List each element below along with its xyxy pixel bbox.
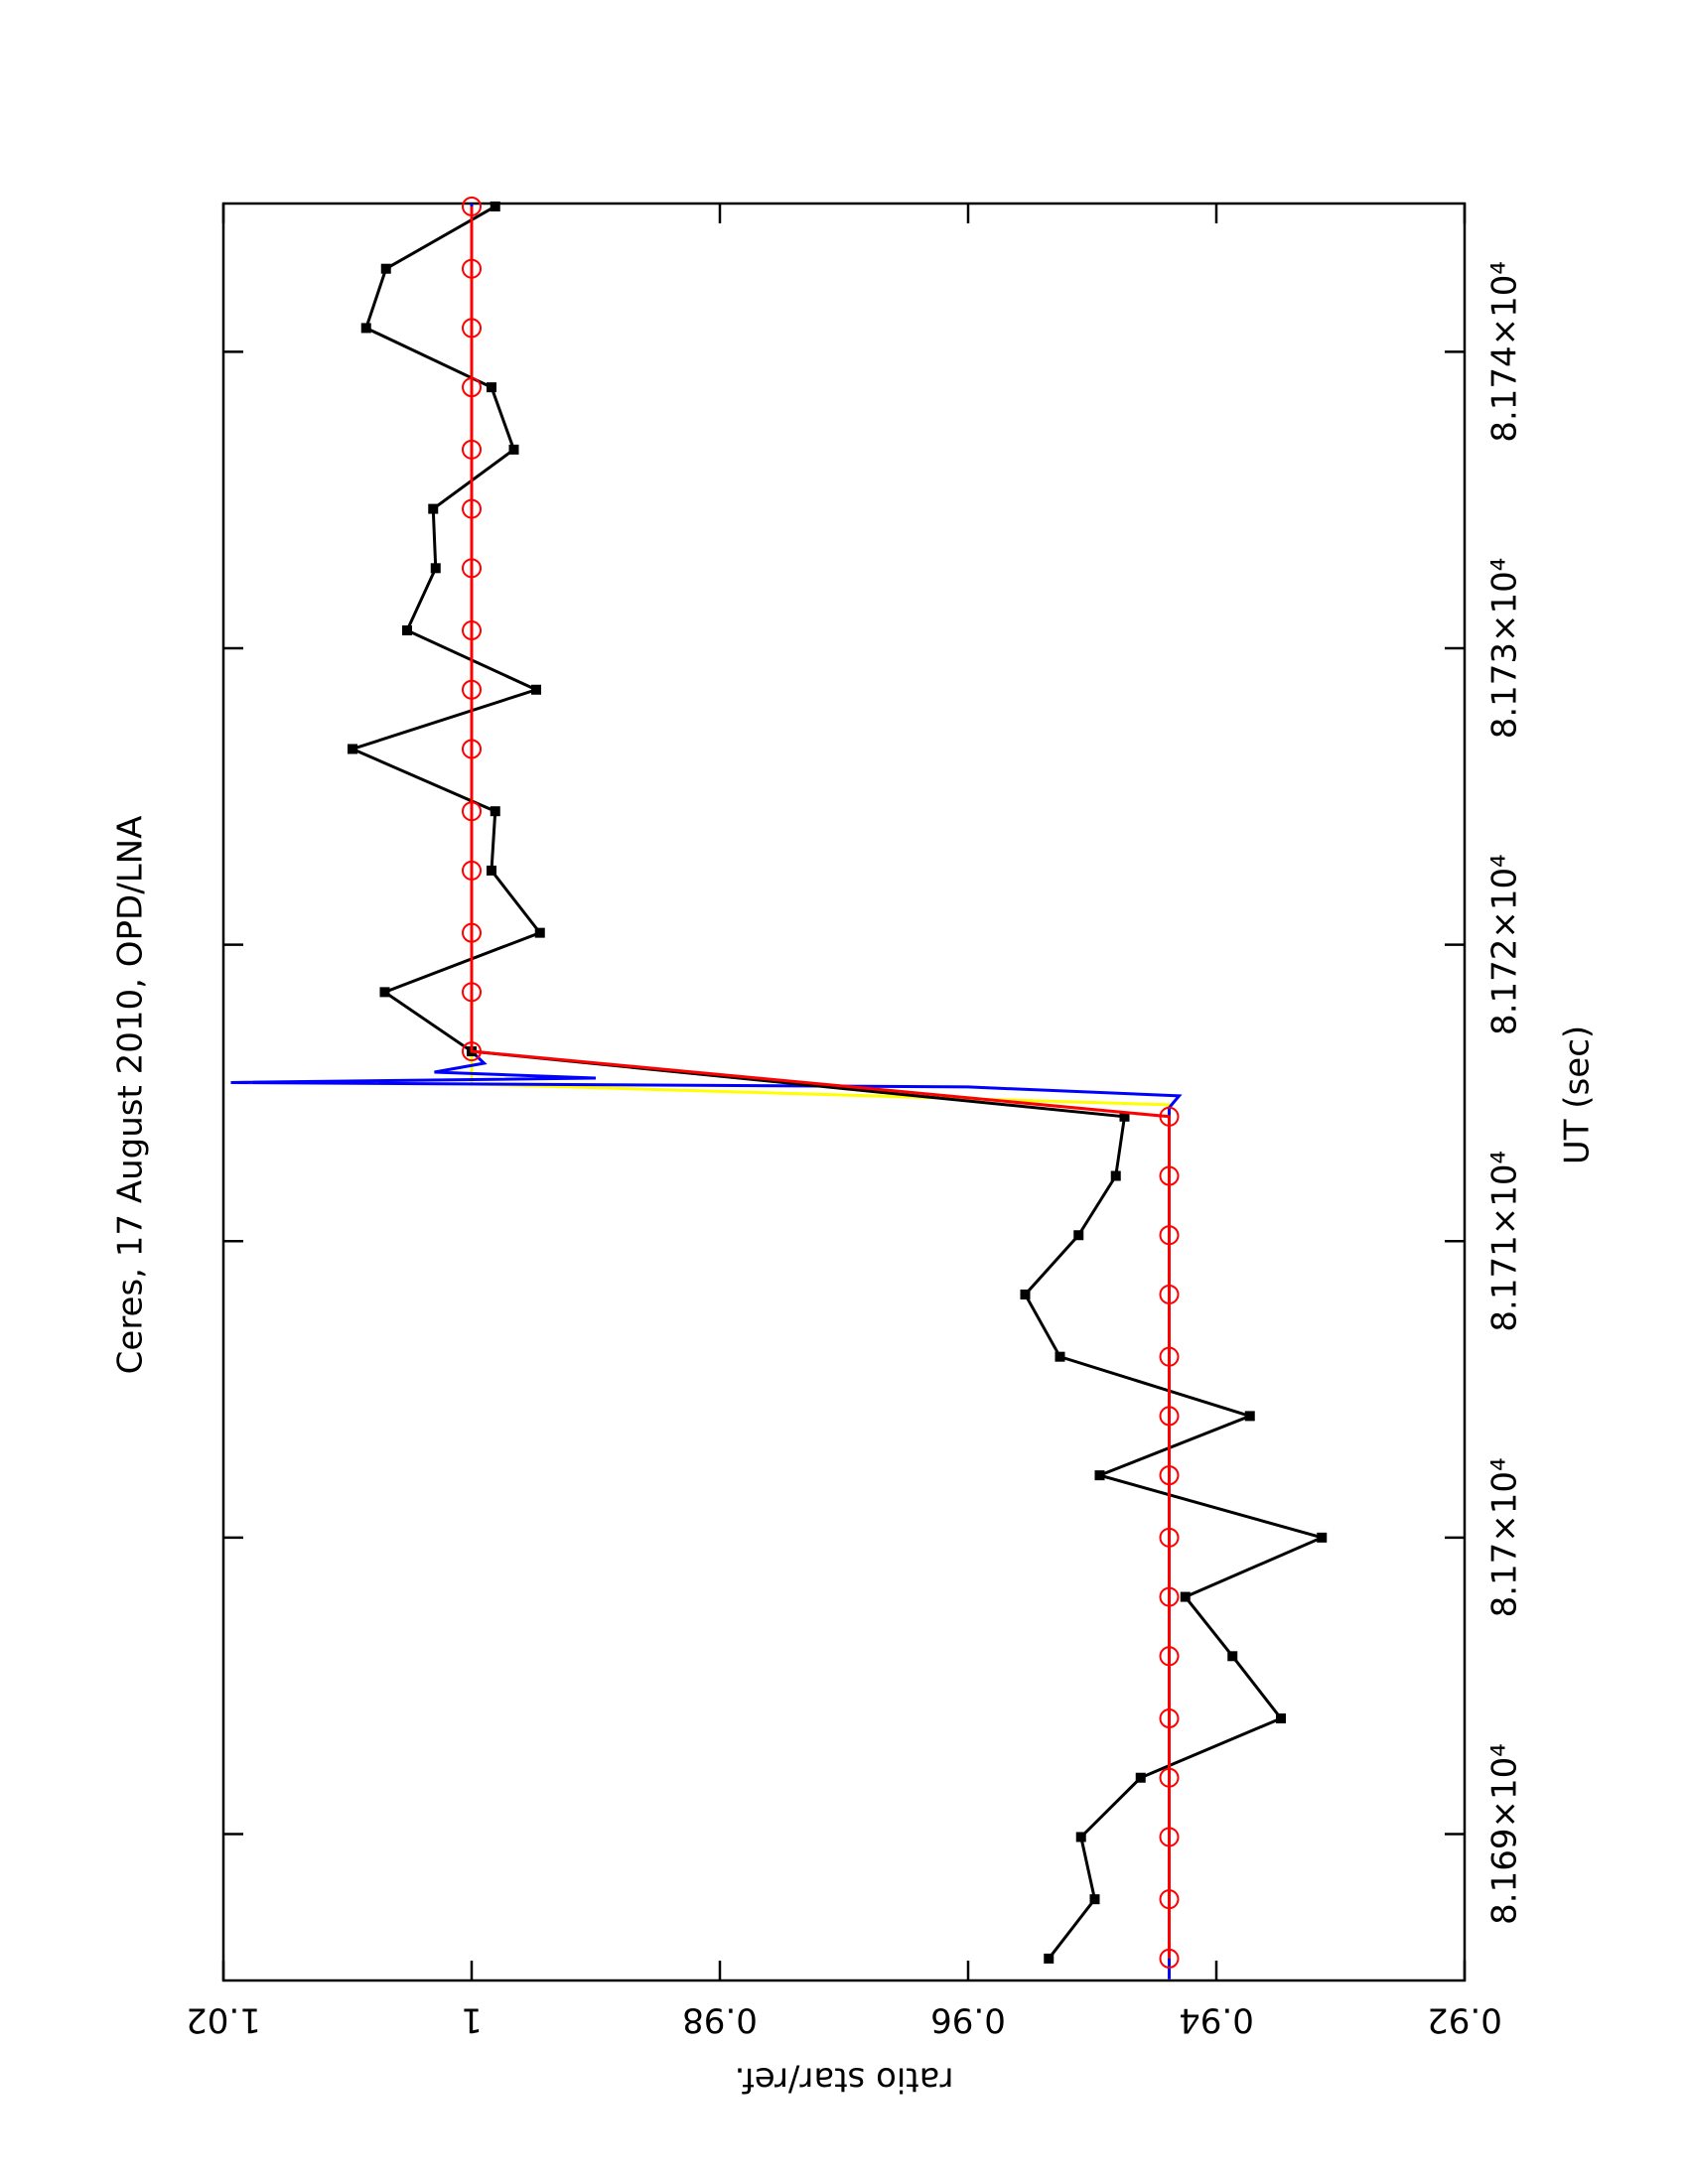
data-point (1159, 1225, 1180, 1246)
data-point (430, 563, 441, 574)
y-tick-label: 1 (461, 2000, 483, 2040)
data-point (462, 377, 482, 398)
data-point (380, 263, 391, 274)
data-point (508, 444, 519, 455)
data-point (462, 318, 482, 339)
plot-frame (221, 202, 1467, 1982)
data-point (1317, 1532, 1328, 1543)
data-point (1159, 1708, 1180, 1729)
data-point (1075, 1832, 1086, 1843)
data-point (490, 806, 500, 817)
data-point (487, 865, 496, 876)
x-tick-label: 8.171×10⁴ (1485, 1151, 1525, 1332)
data-point (1180, 1591, 1191, 1602)
data-point (462, 739, 482, 759)
data-point (1244, 1411, 1255, 1422)
series-line (348, 205, 1327, 1960)
data-point (379, 987, 390, 998)
series-line (470, 205, 1171, 1959)
data-point (462, 498, 482, 519)
data-point (1020, 1289, 1031, 1299)
data-point (1159, 1106, 1180, 1127)
data-point (462, 258, 482, 279)
y-tick-label: 0.94 (1179, 2000, 1254, 2040)
data-point (1110, 1170, 1121, 1181)
data-point (462, 801, 482, 822)
data-point (462, 922, 482, 943)
y-tick-label: 0.96 (930, 2000, 1006, 2040)
x-tick-label: 8.174×10⁴ (1485, 261, 1525, 443)
data-point (1055, 1351, 1065, 1362)
data-point (1073, 1230, 1084, 1241)
data-point (490, 201, 500, 211)
data-point (402, 625, 412, 636)
data-point (1094, 1470, 1105, 1481)
y-tick-label: 0.98 (682, 2000, 758, 2040)
data-point (462, 196, 482, 216)
data-point (1159, 1586, 1180, 1607)
data-point (1089, 1894, 1100, 1905)
data-point (462, 679, 482, 700)
data-point (1159, 1646, 1180, 1667)
data-point (1135, 1772, 1146, 1783)
x-tick-label: 8.17×10⁴ (1485, 1457, 1525, 1617)
data-point (1159, 1889, 1180, 1910)
data-point (1159, 1948, 1180, 1969)
data-point (348, 744, 357, 754)
data-point (462, 439, 482, 460)
data-point (1159, 1346, 1180, 1367)
data-point (1159, 1165, 1180, 1186)
x-tick-label: 8.173×10⁴ (1485, 558, 1525, 740)
y-axis-label: ratio star/ref. (735, 2060, 954, 2100)
data-point (1159, 1465, 1180, 1486)
data-point (1276, 1713, 1286, 1724)
data-point (1227, 1651, 1238, 1662)
x-tick-label: 8.169×10⁴ (1485, 1743, 1525, 1925)
data-point (462, 558, 482, 579)
data-point (428, 503, 439, 514)
data-point (462, 860, 482, 881)
data-point (1159, 1406, 1180, 1427)
y-tick-label: 0.92 (1427, 2000, 1502, 2040)
x-tick-label: 8.172×10⁴ (1485, 854, 1525, 1035)
data-point (462, 982, 482, 1003)
data-point (487, 382, 496, 393)
data-point (360, 323, 371, 334)
data-point (534, 927, 545, 938)
data-point (1159, 1527, 1180, 1548)
data-point (1159, 1284, 1180, 1304)
data-point (462, 620, 482, 641)
data-point (1119, 1111, 1130, 1122)
data-point (1159, 1827, 1180, 1847)
data-point (531, 684, 541, 695)
x-axis-label: UT (sec) (1558, 1025, 1598, 1164)
data-point (1159, 1767, 1180, 1788)
chart-title: Ceres, 17 August 2010, OPD/LNA (111, 816, 151, 1375)
data-point (462, 1041, 482, 1062)
data-point (1044, 1953, 1055, 1964)
y-tick-label: 1.02 (186, 2000, 261, 2040)
